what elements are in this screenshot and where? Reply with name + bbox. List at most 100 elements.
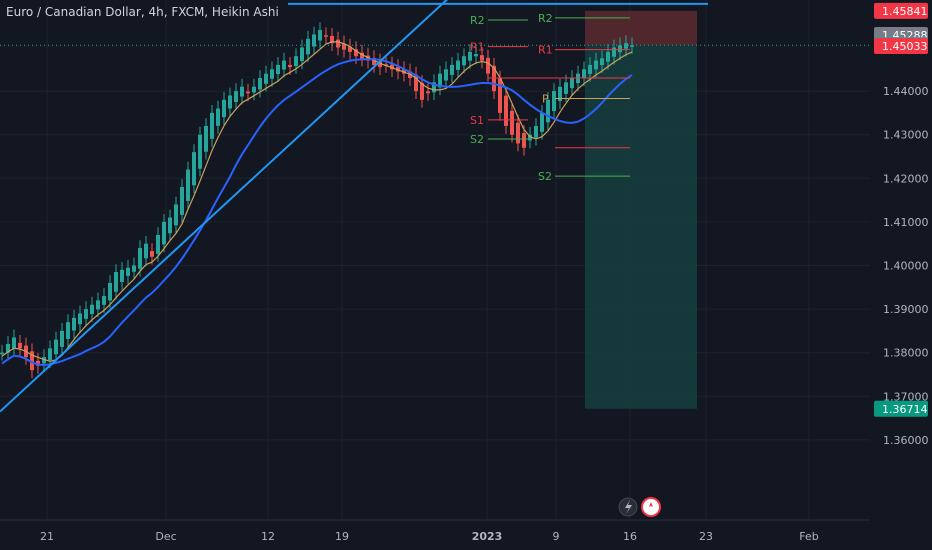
candle-body (630, 45, 634, 47)
drawn-lines[interactable] (0, 0, 708, 413)
candle-body (198, 134, 202, 169)
candle-body (540, 112, 544, 132)
candle-body (618, 45, 622, 53)
risk-reward-zones[interactable] (585, 10, 697, 409)
pivot-label: R2 (538, 12, 553, 25)
candle-body (330, 35, 334, 44)
pivot-levels: R2 R1 P S1 S2 R2 R1 S2 (470, 12, 630, 183)
candle-body (600, 58, 604, 65)
candle-body (156, 234, 160, 254)
candle-body (318, 30, 322, 41)
time-axis[interactable]: 21 Dec 12 19 2023 9 16 23 Feb (0, 519, 870, 543)
candle-body (462, 56, 466, 66)
candle-body (444, 69, 448, 81)
price-tag-label: 1.45033 (882, 40, 928, 53)
candle-body (546, 99, 550, 123)
candle-body (246, 91, 250, 94)
candle-body (108, 282, 112, 301)
time-tick-label: 23 (699, 530, 713, 543)
candle-body (84, 309, 88, 319)
candle-body (486, 57, 490, 74)
candle-body (42, 357, 46, 364)
candle-body (354, 49, 358, 57)
candle-body (564, 82, 568, 94)
candle-body (204, 125, 208, 152)
price-tick-label: 1.43000 (883, 129, 929, 142)
price-tick-label: 1.41000 (883, 216, 929, 229)
candle-body (468, 51, 472, 61)
stop-loss-zone[interactable] (585, 10, 697, 46)
candle-body (312, 34, 316, 47)
candle-body (210, 112, 214, 139)
candle-body (30, 351, 34, 371)
candle-body (150, 251, 154, 257)
price-tick-label: 1.40000 (883, 260, 929, 273)
pivot-label: R2 (470, 14, 485, 27)
pivot-label: R1 (470, 41, 485, 54)
candle-body (192, 152, 196, 186)
candle-body (342, 43, 346, 50)
candle-body (588, 64, 592, 74)
candle-body (552, 91, 556, 112)
candle-body (390, 64, 394, 70)
candle-body (378, 61, 382, 68)
candle-body (456, 60, 460, 70)
candle-body (66, 322, 70, 339)
candle-body (132, 265, 136, 272)
slow-moving-average (1, 58, 633, 366)
candle-body (270, 69, 274, 79)
candle-body (504, 95, 508, 126)
candle-body (162, 221, 166, 245)
candle-body (516, 122, 520, 144)
candle-body (432, 82, 436, 93)
candle-body (36, 360, 40, 366)
candle-body (144, 243, 148, 259)
price-tag-label: 1.36714 (882, 403, 928, 416)
ascending-trendline[interactable] (0, 0, 465, 413)
canada-flag-icon[interactable] (641, 497, 661, 517)
price-axis[interactable]: CAD1.360001.370001.380001.390001.400001.… (870, 0, 932, 550)
pivot-label: S2 (470, 133, 484, 146)
price-tick-label: 1.37000 (883, 390, 929, 403)
time-tick-label: 2023 (472, 530, 503, 543)
candle-body (294, 56, 298, 67)
bottom-icons[interactable] (618, 497, 661, 517)
moving-averages (1, 41, 633, 366)
candle-body (288, 65, 292, 68)
candle-body (282, 60, 286, 70)
candle-body (534, 125, 538, 138)
candle-body (90, 304, 94, 314)
candle-body (72, 317, 76, 331)
candle-body (240, 86, 244, 97)
candle-body (360, 52, 364, 59)
candle-body (264, 73, 268, 84)
price-tag (874, 400, 928, 417)
candle-body (606, 51, 610, 62)
price-tick-label: 1.36000 (883, 434, 929, 447)
take-profit-zone[interactable] (585, 45, 697, 409)
candle-body (228, 95, 232, 109)
candle-body (180, 187, 184, 215)
candle-body (558, 86, 562, 102)
candle-body (306, 38, 310, 55)
candle-body (78, 313, 82, 325)
candle-body (300, 47, 304, 62)
candle-body (396, 66, 400, 72)
price-tag (874, 38, 928, 55)
candle-body (6, 343, 10, 353)
fast-moving-average (1, 41, 633, 362)
candle-body (624, 43, 628, 49)
candle-body (276, 64, 280, 75)
candle-body (474, 54, 478, 57)
candle-body (168, 217, 172, 234)
price-tag-label: 1.45841 (882, 5, 928, 18)
candle-body (0, 352, 4, 355)
candles (0, 22, 634, 378)
candle-body (450, 64, 454, 75)
price-tick-label: 1.39000 (883, 303, 929, 316)
candle-body (54, 339, 58, 355)
candle-body (426, 91, 430, 94)
candle-body (138, 248, 142, 269)
candle-body (528, 134, 532, 141)
